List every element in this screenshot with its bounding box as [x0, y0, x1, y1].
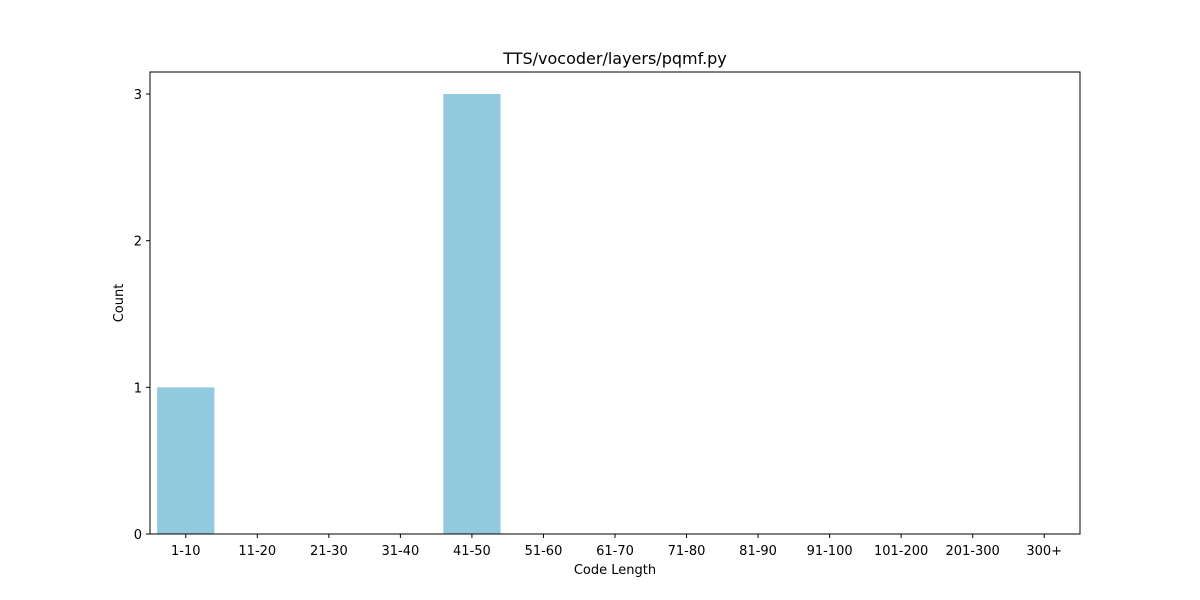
y-tick-label: 1 [134, 381, 142, 396]
x-tick-label: 71-80 [668, 544, 706, 559]
x-tick-label: 101-200 [874, 544, 928, 559]
bar-41-50 [443, 94, 501, 534]
bars-group [157, 94, 501, 534]
x-tick-label: 11-20 [238, 544, 276, 559]
y-axis-label: Count [112, 284, 127, 323]
y-tick-label: 3 [134, 88, 142, 103]
x-tick-label: 31-40 [381, 544, 419, 559]
x-tick-label: 61-70 [596, 544, 634, 559]
y-tick-label: 2 [134, 235, 142, 250]
x-tick-label: 41-50 [453, 544, 491, 559]
x-tick-label: 91-100 [807, 544, 853, 559]
chart-title: TTS/vocoder/layers/pqmf.py [502, 49, 727, 68]
plot-frame [149, 71, 1081, 535]
x-tick-label: 51-60 [525, 544, 563, 559]
bar-1-10 [157, 387, 215, 534]
y-axis-ticks: 0 1 2 3 [134, 88, 150, 543]
x-tick-label: 300+ [1026, 544, 1062, 559]
x-tick-label: 21-30 [310, 544, 348, 559]
x-axis-label: Code Length [574, 563, 656, 578]
x-tick-label: 201-300 [946, 544, 1000, 559]
x-axis-ticks: 1-10 11-20 21-30 31-40 41-50 51-60 61-70 71-80 8… [171, 534, 1062, 559]
y-tick-label: 0 [134, 528, 142, 543]
x-tick-label: 81-90 [739, 544, 777, 559]
x-tick-label: 1-10 [171, 544, 201, 559]
